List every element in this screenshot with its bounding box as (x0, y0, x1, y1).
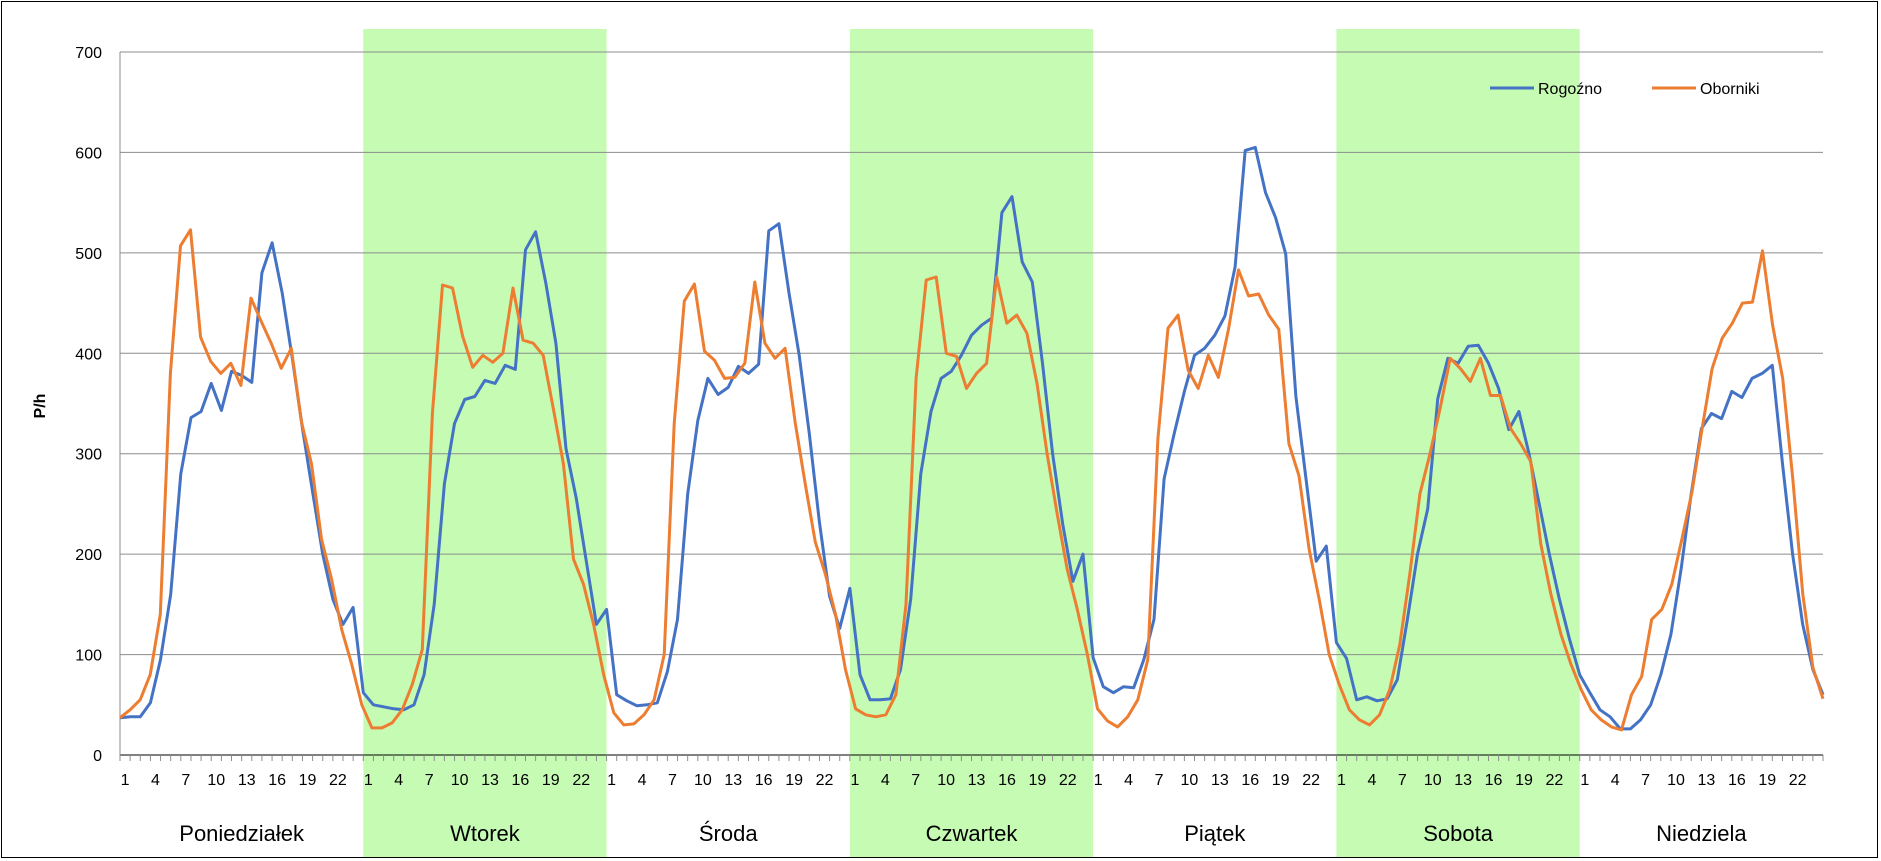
x-tick-label: 1 (1337, 772, 1346, 789)
y-axis-label: P/h (32, 394, 49, 419)
x-tick-label: 4 (394, 772, 403, 789)
x-tick-label: 4 (151, 772, 160, 789)
x-tick-label: 13 (1454, 772, 1472, 789)
x-tick-label: 1 (607, 772, 616, 789)
day-label: Środa (699, 821, 758, 846)
x-tick-label: 10 (694, 772, 712, 789)
x-tick-label: 19 (1272, 772, 1290, 789)
x-tick-label: 16 (998, 772, 1016, 789)
x-tick-label: 1 (121, 772, 130, 789)
y-tick-label: 200 (75, 547, 102, 564)
day-label: Sobota (1423, 821, 1493, 846)
axis-labels: 0 100 200 300 400 500 600 700 1 4 7 10 13 16 19 22 Ponie… (75, 45, 1806, 846)
y-tick-label: 600 (75, 145, 102, 162)
x-tick-label: 13 (1698, 772, 1716, 789)
highlight-band-1 (363, 29, 607, 857)
day-label: Poniedziałek (179, 821, 305, 846)
legend-label: Rogoźno (1538, 81, 1602, 98)
series-lines (119, 145, 1825, 732)
x-tick-label: 19 (1028, 772, 1046, 789)
x-tick-label: 7 (911, 772, 920, 789)
x-tick-label: 13 (1211, 772, 1229, 789)
x-tick-label: 13 (724, 772, 742, 789)
x-tick-label: 16 (268, 772, 286, 789)
legend: Rogoźno Oborniki (1490, 81, 1760, 98)
x-tick-label: 22 (1059, 772, 1077, 789)
x-tick-label: 7 (1155, 772, 1164, 789)
y-tick-label: 400 (75, 346, 102, 363)
x-tick-label: 22 (1789, 772, 1807, 789)
x-tick-label: 13 (968, 772, 986, 789)
x-tick-label: 19 (1758, 772, 1776, 789)
x-tick-label: 16 (1485, 772, 1503, 789)
x-tick-label: 1 (1580, 772, 1589, 789)
x-tick-label: 1 (364, 772, 373, 789)
x-tick-label: 19 (299, 772, 317, 789)
x-tick-label: 19 (542, 772, 560, 789)
x-tick-label: 7 (425, 772, 434, 789)
axes (119, 52, 1824, 761)
x-tick-label: 4 (881, 772, 890, 789)
legend-label: Oborniki (1700, 81, 1760, 98)
y-tick-label: 0 (93, 748, 102, 765)
x-tick-label: 22 (1545, 772, 1563, 789)
y-tick-label: 300 (75, 447, 102, 464)
x-tick-label: 4 (1124, 772, 1133, 789)
day-label: Niedziela (1656, 821, 1747, 846)
x-tick-label: 19 (1515, 772, 1533, 789)
x-tick-label: 10 (1181, 772, 1199, 789)
x-tick-label: 7 (181, 772, 190, 789)
x-tick-label: 16 (512, 772, 530, 789)
x-tick-label: 22 (329, 772, 347, 789)
x-tick-label: 10 (207, 772, 225, 789)
day-label: Piątek (1184, 821, 1246, 846)
x-tick-label: 4 (638, 772, 647, 789)
x-tick-label: 7 (668, 772, 677, 789)
y-tick-label: 100 (75, 648, 102, 665)
highlight-bands (363, 29, 1580, 857)
x-tick-label: 7 (1641, 772, 1650, 789)
x-tick-label: 10 (451, 772, 469, 789)
highlight-band-3 (849, 29, 1094, 857)
highlight-band-5 (1336, 29, 1580, 857)
x-tick-label: 10 (1667, 772, 1685, 789)
y-tick-label: 500 (75, 246, 102, 263)
x-tick-label: 13 (238, 772, 256, 789)
day-label: Wtorek (450, 821, 521, 846)
x-tick-label: 22 (816, 772, 834, 789)
x-tick-label: 10 (937, 772, 955, 789)
x-tick-label: 16 (1241, 772, 1259, 789)
x-tick-label: 10 (1424, 772, 1442, 789)
x-tick-label: 22 (572, 772, 590, 789)
x-tick-label: 13 (481, 772, 499, 789)
x-tick-label: 1 (850, 772, 859, 789)
y-tick-label: 700 (75, 45, 102, 62)
x-tick-label: 19 (785, 772, 803, 789)
series-line-1 (119, 228, 1825, 732)
x-tick-label: 16 (755, 772, 773, 789)
x-tick-label: 4 (1367, 772, 1376, 789)
x-tick-label: 7 (1398, 772, 1407, 789)
day-label: Czwartek (926, 821, 1019, 846)
x-tick-label: 22 (1302, 772, 1320, 789)
x-tick-label: 1 (1094, 772, 1103, 789)
x-tick-label: 16 (1728, 772, 1746, 789)
x-tick-label: 4 (1611, 772, 1620, 789)
